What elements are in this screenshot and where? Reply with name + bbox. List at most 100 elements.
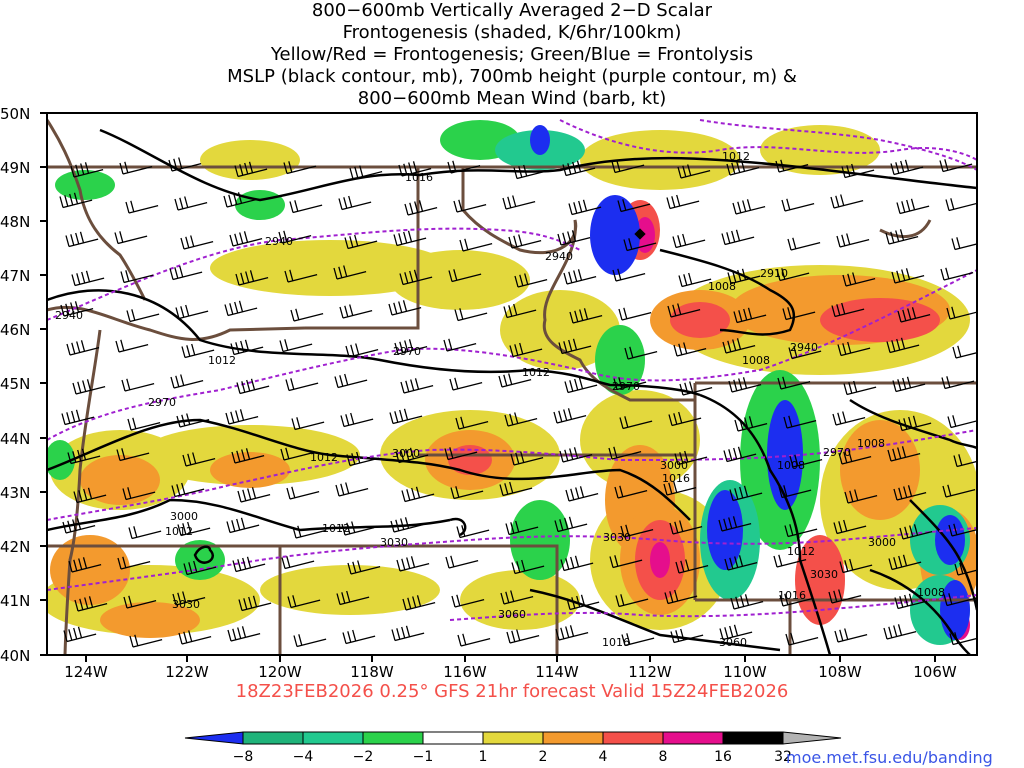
wind-barb	[844, 489, 878, 504]
wind-barb	[68, 557, 102, 573]
wind-barb	[734, 416, 768, 432]
wind-barb	[506, 629, 540, 644]
wind-barb	[396, 556, 430, 572]
mslp-label: 1008	[857, 437, 885, 450]
wind-barb	[287, 595, 321, 609]
colorbar-arrow-left	[184, 731, 244, 745]
wind-barb	[347, 560, 381, 575]
wind-barb	[231, 448, 265, 464]
lat-label: 48N	[0, 213, 30, 231]
wind-barb	[65, 231, 99, 248]
wind-barb	[511, 559, 545, 575]
wind-barb	[667, 303, 701, 318]
height-contours	[47, 119, 977, 621]
wind-barb	[776, 268, 810, 282]
wind-barb	[180, 235, 214, 250]
wind-barb	[722, 338, 756, 354]
wind-barb	[459, 238, 493, 252]
height-label: 3000	[392, 447, 420, 460]
height-label: 3060	[719, 636, 747, 649]
wind-barb	[670, 628, 704, 644]
wind-barb	[669, 520, 703, 535]
wind-barb	[679, 381, 713, 396]
colorbar-label: −8	[233, 749, 254, 765]
lon-label: 122W	[165, 663, 209, 681]
wind-barb	[892, 376, 926, 393]
wind-barb	[721, 229, 755, 246]
wind-barb	[398, 161, 432, 177]
wind-barb	[290, 308, 324, 322]
wind-barb	[566, 594, 600, 611]
wind-barb	[235, 270, 269, 286]
wind-barb	[226, 517, 260, 534]
wind-barb	[619, 416, 653, 430]
lat-label: 47N	[0, 267, 30, 285]
mslp-contours	[47, 128, 977, 655]
colorbar-arrow-right	[782, 731, 842, 745]
colorbar-label: 16	[714, 749, 732, 765]
wind-barb	[664, 589, 698, 605]
wind-barb	[617, 199, 651, 213]
wind-barb	[954, 562, 977, 576]
map-area	[47, 113, 977, 655]
lon-label: 116W	[443, 663, 487, 681]
wind-barb	[128, 526, 162, 540]
wind-barb	[126, 309, 160, 323]
colorbar-label: 2	[539, 749, 548, 765]
wind-barb	[60, 301, 94, 317]
wind-barb	[450, 486, 484, 500]
wind-barb	[940, 267, 974, 281]
wind-barb	[121, 378, 155, 392]
wind-barb	[783, 415, 817, 429]
wind-barb	[953, 454, 977, 468]
wind-barb	[499, 481, 533, 497]
wind-barb	[340, 412, 374, 428]
wind-barb	[286, 486, 320, 500]
mslp-label-group: 1016 1012 1012 1012 1012 1012 1008 1008 …	[165, 150, 945, 649]
height-label: 2910	[760, 267, 788, 280]
wind-barb	[729, 485, 763, 502]
wind-barb	[569, 308, 603, 324]
wind-barb	[836, 233, 870, 248]
wind-barb	[719, 624, 753, 641]
wind-barb	[949, 632, 977, 646]
source-credit: moe.met.fsu.edu/banding	[786, 748, 993, 767]
wind-barb	[120, 270, 154, 284]
height-label: 3060	[498, 608, 526, 621]
wind-barbs	[59, 157, 977, 648]
wind-barb	[782, 307, 816, 321]
lon-label: 120W	[258, 663, 302, 681]
wind-barb	[289, 200, 323, 214]
wind-barb	[830, 194, 864, 209]
wind-barb	[510, 451, 544, 466]
wind-barb	[338, 195, 372, 211]
colorbar-label: 1	[479, 749, 488, 765]
wind-barb	[624, 346, 658, 360]
wind-barb	[723, 446, 757, 463]
wind-barb	[789, 454, 823, 468]
wind-barb	[447, 160, 481, 174]
wind-barb	[887, 446, 921, 462]
wind-barb	[224, 300, 258, 317]
wind-barb	[942, 484, 976, 498]
lat-label: 43N	[0, 484, 30, 502]
wind-barb	[176, 413, 210, 428]
wind-barb	[564, 377, 598, 394]
wind-barb	[391, 625, 425, 642]
wind-barb	[390, 517, 424, 533]
wind-barb	[673, 342, 707, 357]
wind-barb	[553, 408, 587, 424]
wind-barb	[170, 374, 204, 389]
lat-axis: 50N 49N 48N 47N 46N 45N 44N 43N 42N 41N …	[0, 105, 47, 665]
wind-barb	[508, 234, 542, 249]
wind-barb	[951, 237, 977, 251]
lon-axis: 124W 122W 120W 118W 116W 114W 112W 110W …	[64, 655, 957, 681]
wind-barb	[339, 304, 373, 319]
mslp-label: 1012	[787, 545, 815, 558]
wind-barb	[278, 230, 312, 244]
wind-barb	[896, 198, 930, 215]
title-line-2: Frontogenesis (shaded, K/6hr/100km)	[342, 22, 682, 43]
colorbar-label: −4	[293, 749, 314, 765]
wind-barb	[558, 338, 592, 355]
height-label: 3030	[172, 598, 200, 611]
